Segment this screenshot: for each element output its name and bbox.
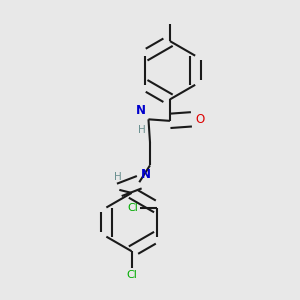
Text: N: N <box>141 168 151 181</box>
Text: H: H <box>114 172 122 182</box>
Text: Cl: Cl <box>128 202 138 212</box>
Text: H: H <box>138 125 146 136</box>
Text: N: N <box>136 104 146 118</box>
Text: Cl: Cl <box>126 270 137 280</box>
Text: O: O <box>195 113 204 126</box>
